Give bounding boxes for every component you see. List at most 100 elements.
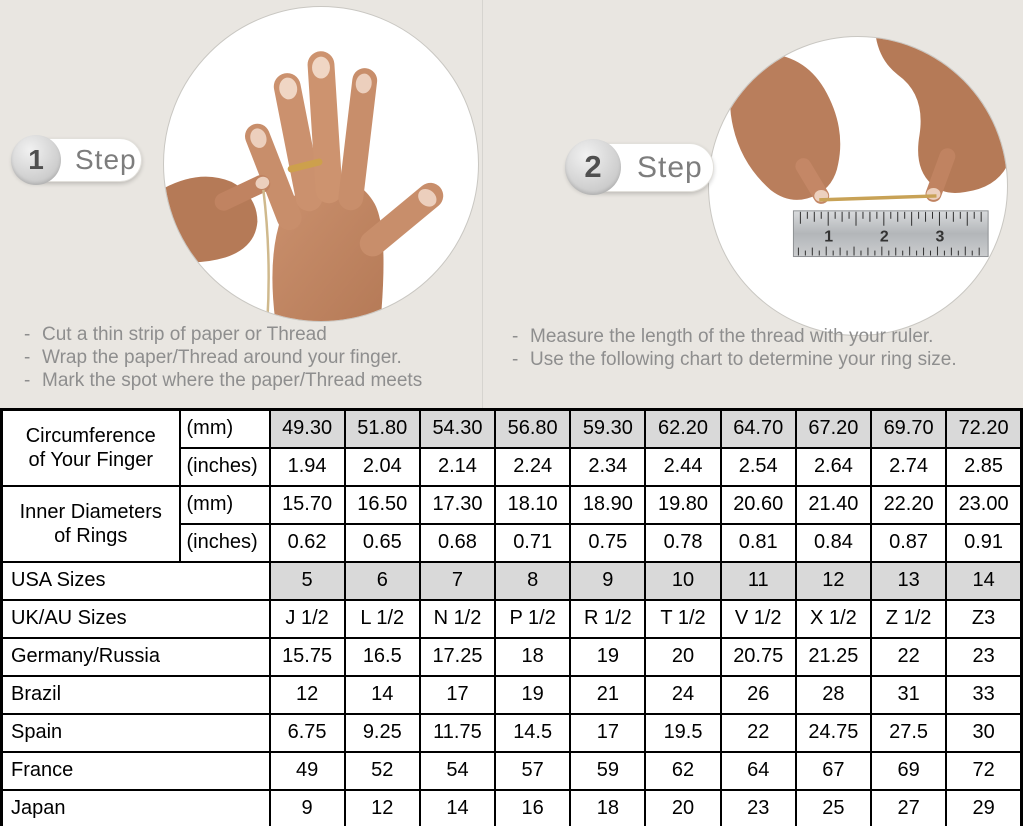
value-cell: 72	[945, 750, 1023, 791]
value-cell: 12	[794, 560, 873, 601]
table-row: UK/AU Sizes J 1/2 L 1/2 N 1/2 P 1/2 R 1/2 T 1/…	[0, 598, 1023, 639]
value-cell: 69.70	[869, 408, 948, 449]
value-cell: 27	[869, 788, 948, 826]
table-row: Brazil 12 14 17 19 21 24 26 28 31 33	[0, 674, 1023, 715]
value-cell: 72.20	[945, 408, 1023, 449]
ruler-number: 3	[935, 229, 944, 246]
row-label: Brazil	[0, 674, 271, 715]
row-label-line: of Your Finger	[28, 448, 154, 471]
value-cell: 26	[719, 674, 797, 715]
ruler-number: 1	[824, 229, 833, 246]
value-cell: 15.75	[268, 636, 346, 677]
instruction-item: - Measure the length of the thread with y…	[508, 325, 1020, 348]
value-cell: 51.80	[343, 408, 421, 449]
steps-section: 1 2 3 1 Step 2 Step - Cut a thin strip of…	[0, 0, 1023, 408]
value-cell: 14.5	[494, 712, 572, 753]
value-cell: 14	[418, 788, 497, 826]
value-cell: 16.5	[343, 636, 421, 677]
value-cell: 0.62	[268, 522, 346, 563]
value-cell: 62.20	[644, 408, 722, 449]
value-cell: 6	[343, 560, 421, 601]
value-cell: 2.24	[494, 446, 572, 487]
value-cell: 23	[719, 788, 797, 826]
value-cell: 20	[644, 788, 722, 826]
value-cell: 5	[268, 560, 346, 601]
step-2-number: 2	[565, 139, 621, 195]
value-cell: 2.64	[794, 446, 873, 487]
value-cell: 0.71	[494, 522, 572, 563]
value-cell: V 1/2	[719, 598, 797, 639]
table-row: (inches) 0.62 0.65 0.68 0.71 0.75 0.78 0.81 0.84…	[2, 522, 1023, 563]
row-label: Germany/Russia	[0, 636, 271, 677]
step-1-badge: 1 Step	[11, 135, 142, 185]
value-cell: 67.20	[794, 408, 873, 449]
value-cell: 19	[569, 636, 647, 677]
value-cell: R 1/2	[569, 598, 647, 639]
value-cell: 14	[945, 560, 1023, 601]
value-cell: 20	[644, 636, 722, 677]
value-cell: 57	[494, 750, 572, 791]
value-cell: 30	[945, 712, 1023, 753]
value-cell: 27.5	[869, 712, 948, 753]
value-cell: 52	[343, 750, 421, 791]
value-cell: 0.87	[869, 522, 948, 563]
value-cell: 9.25	[343, 712, 421, 753]
value-cell: 33	[945, 674, 1023, 715]
table-row: (inches) 1.94 2.04 2.14 2.24 2.34 2.44 2.54 2.64…	[2, 446, 1023, 487]
row-label: USA Sizes	[0, 560, 271, 601]
value-cell: 64	[719, 750, 797, 791]
value-cell: 24.75	[794, 712, 873, 753]
value-cell: 14	[343, 674, 421, 715]
table-row: Germany/Russia 15.75 16.5 17.25 18 19 20 20.75 2…	[0, 636, 1023, 677]
table-row: Circumference of Your Finger (mm) 49.30 51.8…	[0, 408, 1023, 487]
value-cell: 28	[794, 674, 873, 715]
bullet-dash: -	[512, 326, 519, 347]
value-cell: 2.04	[343, 446, 421, 487]
value-cell: 23	[945, 636, 1023, 677]
hand-with-ring-illustration	[164, 51, 444, 321]
value-cell: 21.25	[794, 636, 873, 677]
value-cell: 21	[569, 674, 647, 715]
value-cell: 12	[268, 674, 346, 715]
row-label-line: of Rings	[54, 524, 128, 547]
value-cell: 18.10	[494, 484, 572, 525]
row-label-line: Circumference	[25, 424, 156, 447]
value-cell: N 1/2	[418, 598, 497, 639]
value-cell: 56.80	[494, 408, 572, 449]
value-cell: 19.5	[644, 712, 722, 753]
step-2-photo: 1 2 3	[708, 36, 1008, 336]
value-cell: 13	[869, 560, 948, 601]
value-cell: 0.81	[719, 522, 797, 563]
value-cell: 25	[794, 788, 873, 826]
value-cell: 10	[644, 560, 722, 601]
value-cell: T 1/2	[644, 598, 722, 639]
instruction-text: Cut a thin strip of paper or Thread	[42, 324, 327, 345]
value-cell: 11.75	[418, 712, 497, 753]
measuring-hands-illustration: 1 2 3	[729, 37, 1007, 258]
value-cell: L 1/2	[343, 598, 421, 639]
value-cell: 2.44	[644, 446, 722, 487]
value-cell: P 1/2	[494, 598, 572, 639]
value-cell: 2.74	[869, 446, 948, 487]
row-label: Spain	[0, 712, 271, 753]
value-cell: 0.84	[794, 522, 873, 563]
unit-label: (mm)	[178, 484, 271, 525]
thread-graphic	[819, 194, 937, 202]
value-cell: 2.54	[719, 446, 797, 487]
value-cell: 18	[569, 788, 647, 826]
value-cell: 59	[569, 750, 647, 791]
value-cell: 69	[869, 750, 948, 791]
table-row: France 49 52 54 57 59 62 64 67 69 72	[0, 750, 1023, 791]
value-cell: 49	[268, 750, 346, 791]
value-cell: 59.30	[569, 408, 647, 449]
value-cell: 17.30	[418, 484, 497, 525]
bullet-dash: -	[24, 370, 31, 391]
value-cell: 0.91	[945, 522, 1023, 563]
value-cell: 11	[719, 560, 797, 601]
table-row: Spain 6.75 9.25 11.75 14.5 17 19.5 22 24.75 27.5 3…	[0, 712, 1023, 753]
row-label-line: Inner Diameters	[19, 500, 162, 523]
step-1-photo	[163, 6, 479, 322]
instruction-text: Measure the length of the thread with yo…	[530, 326, 934, 347]
instruction-item: - Mark the spot where the paper/Thread me…	[20, 369, 485, 392]
value-cell: Z3	[945, 598, 1023, 639]
